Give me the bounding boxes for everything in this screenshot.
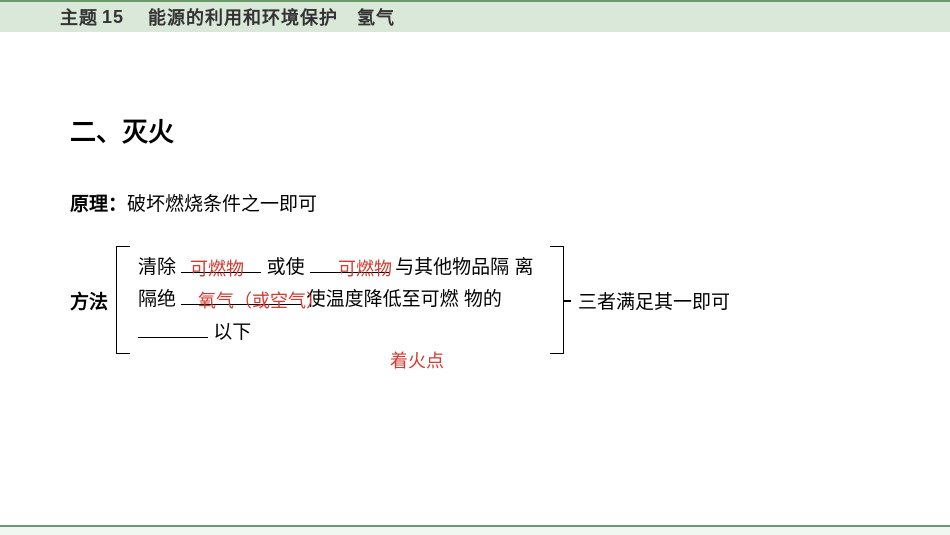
section-title: 二、灭火 xyxy=(70,112,890,149)
line2-b: 使温度降低至可燃 xyxy=(307,289,459,310)
method-right-note: 三者满足其一即可 xyxy=(578,287,730,314)
method-block: 方法 清除 或使 与其他物品隔 离隔绝 使温度降低至可燃 物的 以下 可燃物 可… xyxy=(70,246,890,355)
line1-a: 清除 xyxy=(138,257,176,278)
slide-header: 主题 15 能源的利用和环境保护 氢气 xyxy=(0,0,950,32)
line1-c: 与其他物品隔 xyxy=(395,257,509,278)
header-title: 能源的利用和环境保护 氢气 xyxy=(148,4,395,30)
slide-content: 二、灭火 原理：破坏燃烧条件之一即可 方法 清除 或使 与其他物品隔 离隔绝 使… xyxy=(0,32,950,355)
method-label: 方法 xyxy=(70,287,108,314)
blank-4 xyxy=(138,317,208,338)
line1-b: 或使 xyxy=(267,257,305,278)
header-number: 15 xyxy=(102,7,124,28)
method-lines: 清除 或使 与其他物品隔 离隔绝 使温度降低至可燃 物的 以下 可燃物 可燃物 … xyxy=(130,246,550,355)
principle-text: 破坏燃烧条件之一即可 xyxy=(127,194,317,215)
bracket-right xyxy=(550,246,564,354)
answer-3: 氧气（或空气） xyxy=(198,286,324,317)
answer-2: 可燃物 xyxy=(338,254,392,285)
principle-label: 原理： xyxy=(70,194,127,215)
principle-line: 原理：破坏燃烧条件之一即可 xyxy=(70,189,890,216)
answer-4: 着火点 xyxy=(390,346,444,377)
header-prefix: 主题 xyxy=(60,4,98,30)
answer-1: 可燃物 xyxy=(190,254,244,285)
bracket-left xyxy=(116,246,130,354)
line3-a: 物的 xyxy=(464,289,502,310)
footer-accent xyxy=(0,525,950,535)
line3-b: 以下 xyxy=(213,322,251,343)
